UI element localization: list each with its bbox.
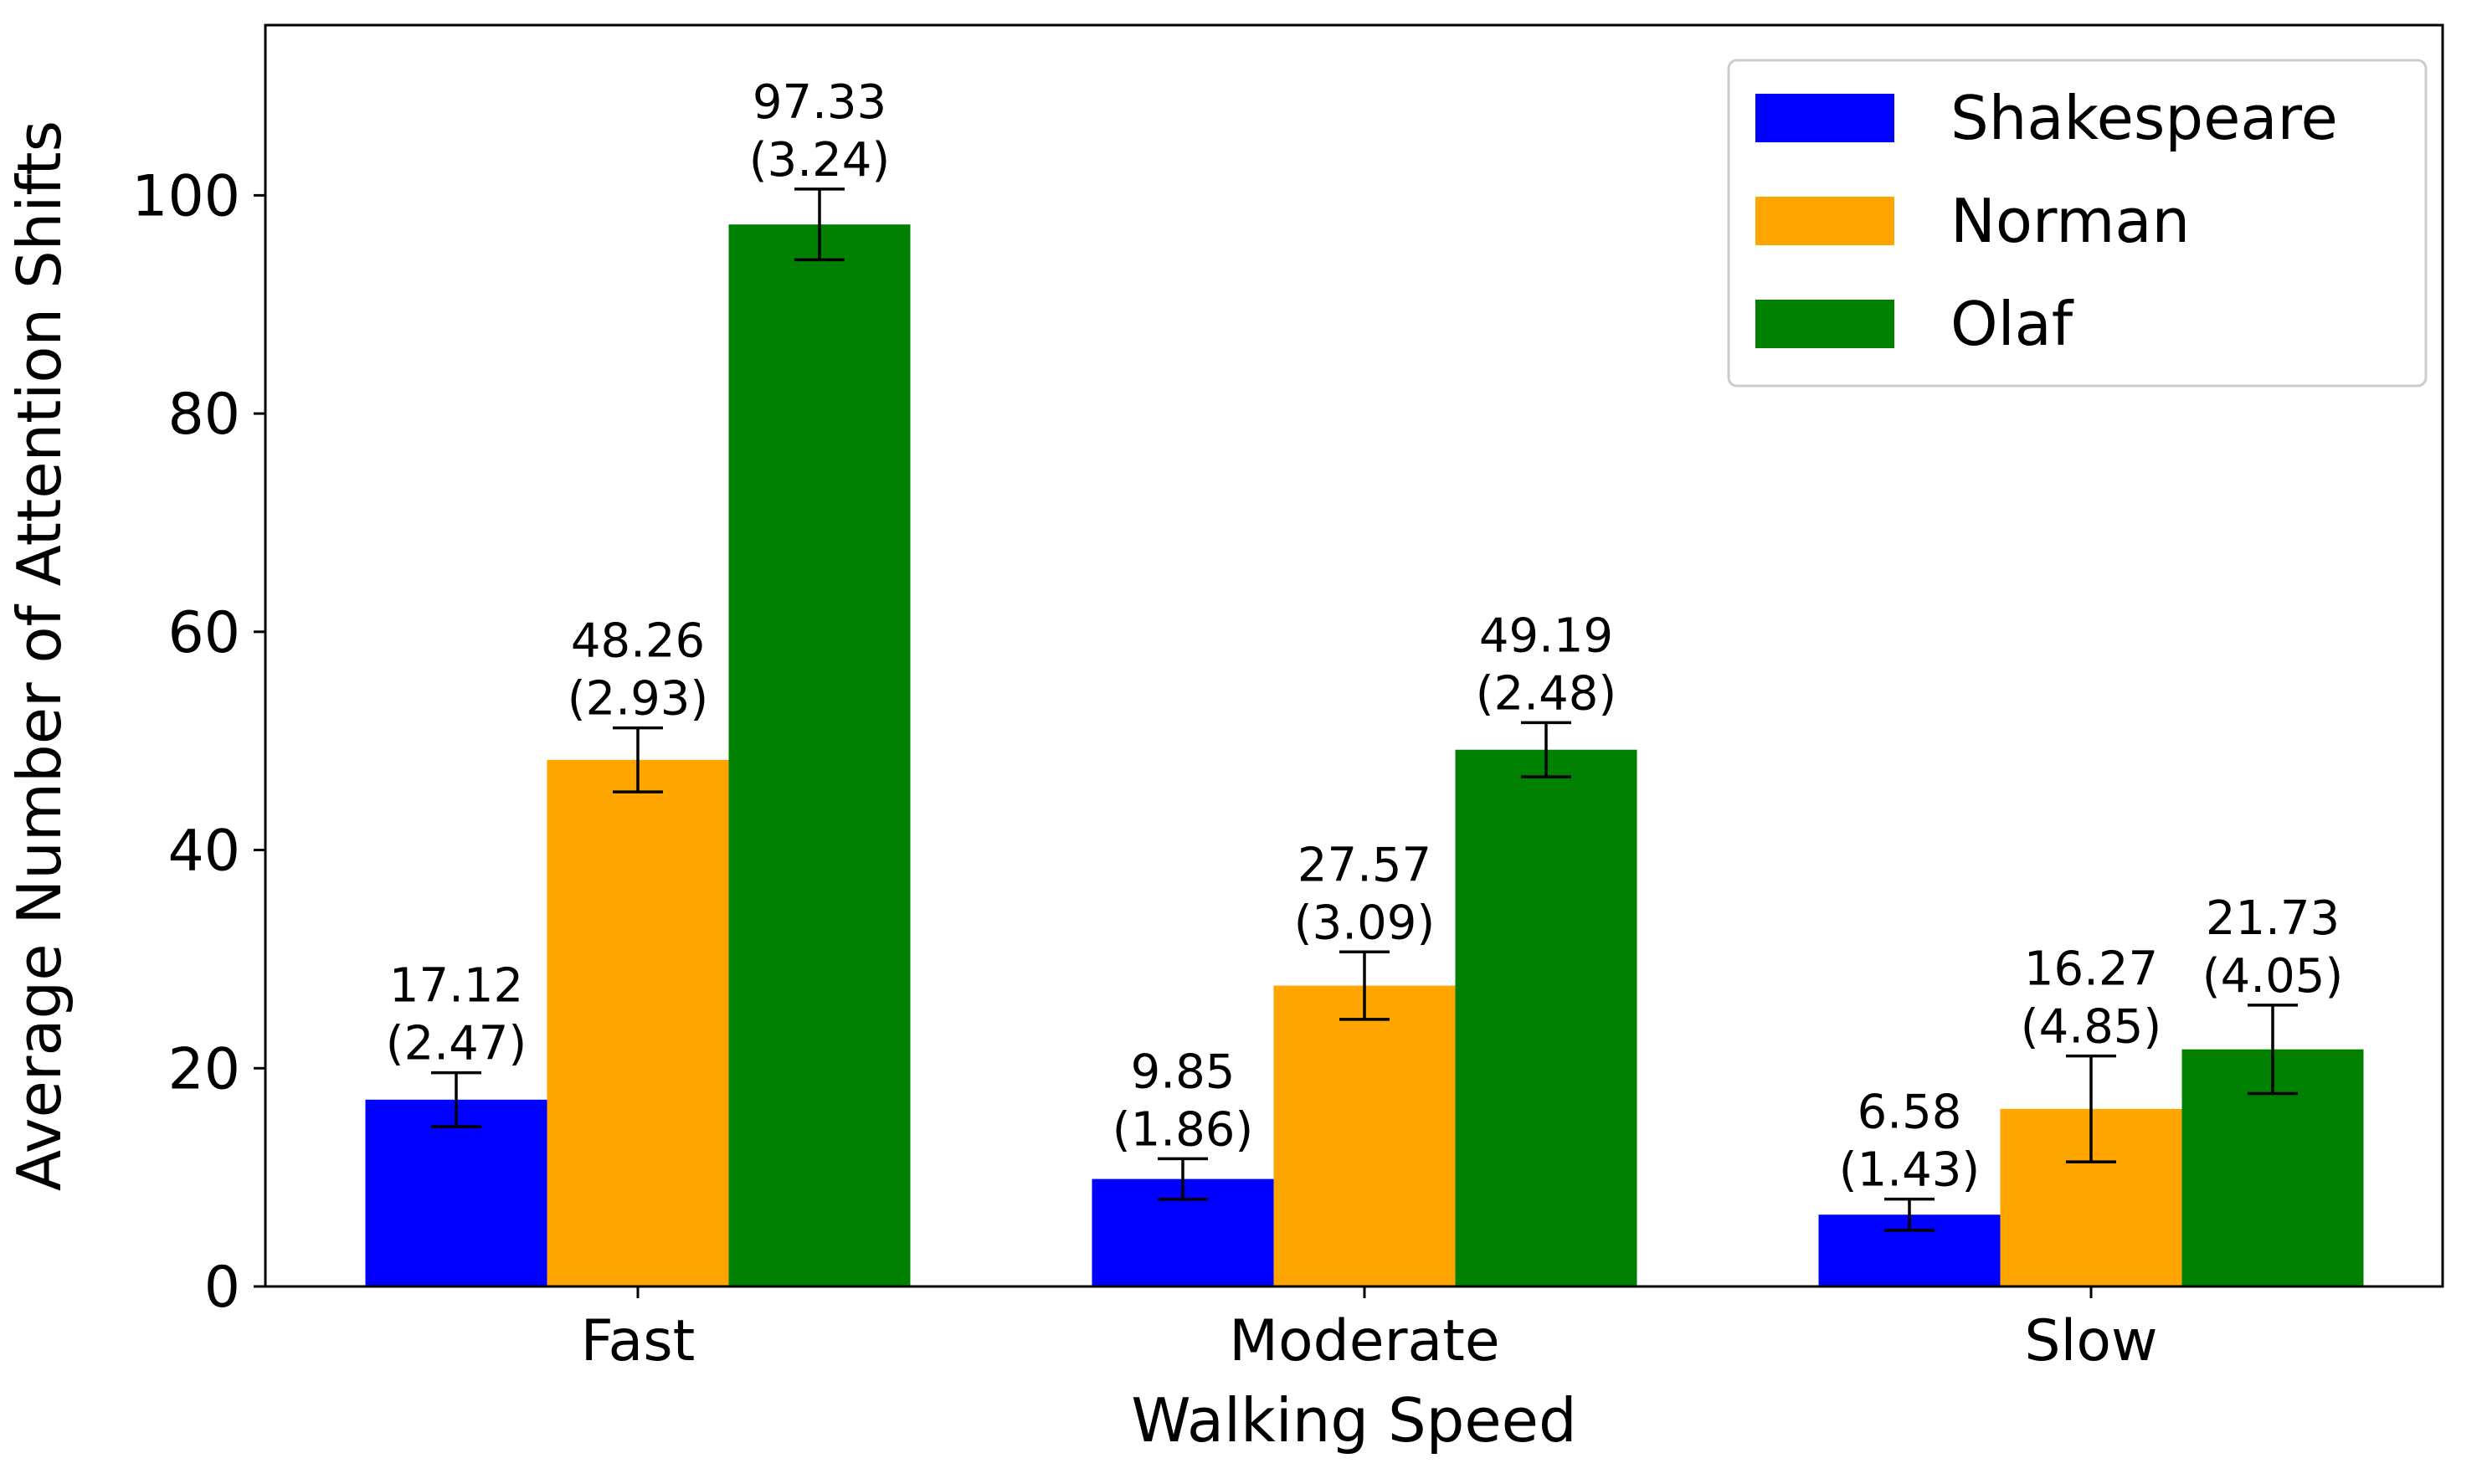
legend-swatch-norman bbox=[1755, 197, 1894, 245]
y-tick-label: 0 bbox=[204, 1255, 240, 1321]
bar-norman-moderate bbox=[1273, 985, 1456, 1286]
bar-labels-layer: 17.12(2.47) 9.85(1.86) 6.58(1.43) 48.26(2.9… bbox=[386, 75, 2343, 1198]
y-tick-label: 100 bbox=[131, 163, 240, 229]
legend-label-shakespeare: Shakespeare bbox=[1950, 83, 2338, 153]
y-tick-label: 20 bbox=[167, 1036, 240, 1102]
x-tick-label-slow: Slow bbox=[2024, 1308, 2157, 1374]
error-bar-shakespeare-fast bbox=[431, 1071, 481, 1128]
bar-olaf-moderate bbox=[1455, 749, 1637, 1286]
error-bar-norman-moderate bbox=[1339, 950, 1390, 1021]
bars-layer bbox=[365, 224, 2364, 1286]
bar-value-label-norman-fast: 48.26 bbox=[571, 614, 705, 669]
bar-error-label-olaf-fast: (3.24) bbox=[749, 133, 890, 187]
bar-error-label-norman-fast: (2.93) bbox=[568, 672, 708, 727]
error-bar-shakespeare-moderate bbox=[1158, 1157, 1208, 1201]
bar-value-label-norman-moderate: 27.57 bbox=[1297, 838, 1431, 892]
bar-error-label-olaf-moderate: (2.48) bbox=[1476, 666, 1616, 721]
bar-value-label-shakespeare-moderate: 9.85 bbox=[1131, 1045, 1236, 1099]
legend-label-olaf: Olaf bbox=[1950, 289, 2074, 359]
error-bar-olaf-fast bbox=[794, 187, 845, 262]
bar-shakespeare-fast bbox=[365, 1099, 547, 1286]
bar-error-label-shakespeare-moderate: (1.86) bbox=[1112, 1102, 1253, 1157]
plot-frame bbox=[264, 23, 2444, 1288]
y-tick-label: 40 bbox=[167, 819, 240, 885]
bar-norman-fast bbox=[547, 759, 729, 1286]
legend: Shakespeare Norman Olaf bbox=[1727, 59, 2428, 388]
error-bar-shakespeare-slow bbox=[1884, 1197, 1935, 1232]
y-tick-label: 60 bbox=[167, 600, 240, 666]
x-tick-label-moderate: Moderate bbox=[1229, 1308, 1499, 1374]
error-bar-norman-slow bbox=[2066, 1054, 2116, 1163]
bar-error-label-shakespeare-slow: (1.43) bbox=[1839, 1143, 1980, 1198]
bar-error-label-norman-moderate: (3.09) bbox=[1294, 896, 1435, 950]
bar-value-label-norman-slow: 16.27 bbox=[2024, 942, 2158, 997]
x-tick-label-fast: Fast bbox=[581, 1308, 696, 1374]
legend-label-norman: Norman bbox=[1950, 186, 2190, 256]
error-bar-olaf-moderate bbox=[1521, 721, 1571, 778]
legend-swatch-olaf bbox=[1755, 300, 1894, 348]
bar-value-label-shakespeare-fast: 17.12 bbox=[389, 959, 523, 1014]
error-bar-olaf-slow bbox=[2248, 1004, 2298, 1096]
legend-box bbox=[1727, 59, 2428, 388]
bar-value-label-olaf-slow: 21.73 bbox=[2206, 891, 2340, 946]
error-bars-layer bbox=[431, 187, 2298, 1232]
bar-error-label-norman-slow: (4.85) bbox=[2021, 1000, 2161, 1055]
bar-error-label-shakespeare-fast: (2.47) bbox=[386, 1017, 527, 1071]
y-axis-title: Average Number of Attention Shifts bbox=[4, 121, 75, 1191]
x-axis: Fast Moderate Slow bbox=[581, 1286, 2158, 1374]
legend-swatch-shakespeare bbox=[1755, 94, 1894, 142]
error-bar-norman-fast bbox=[613, 726, 663, 793]
bar-value-label-olaf-fast: 97.33 bbox=[753, 75, 886, 130]
y-axis: 0 20 40 60 80 100 bbox=[131, 163, 265, 1321]
bar-olaf-fast bbox=[728, 224, 911, 1286]
bar-error-label-olaf-slow: (4.05) bbox=[2202, 949, 2343, 1004]
x-axis-title: Walking Speed bbox=[1131, 1385, 1576, 1456]
bar-value-label-olaf-moderate: 49.19 bbox=[1479, 608, 1613, 663]
bar-value-label-shakespeare-slow: 6.58 bbox=[1858, 1086, 1962, 1140]
y-tick-label: 80 bbox=[167, 382, 240, 448]
